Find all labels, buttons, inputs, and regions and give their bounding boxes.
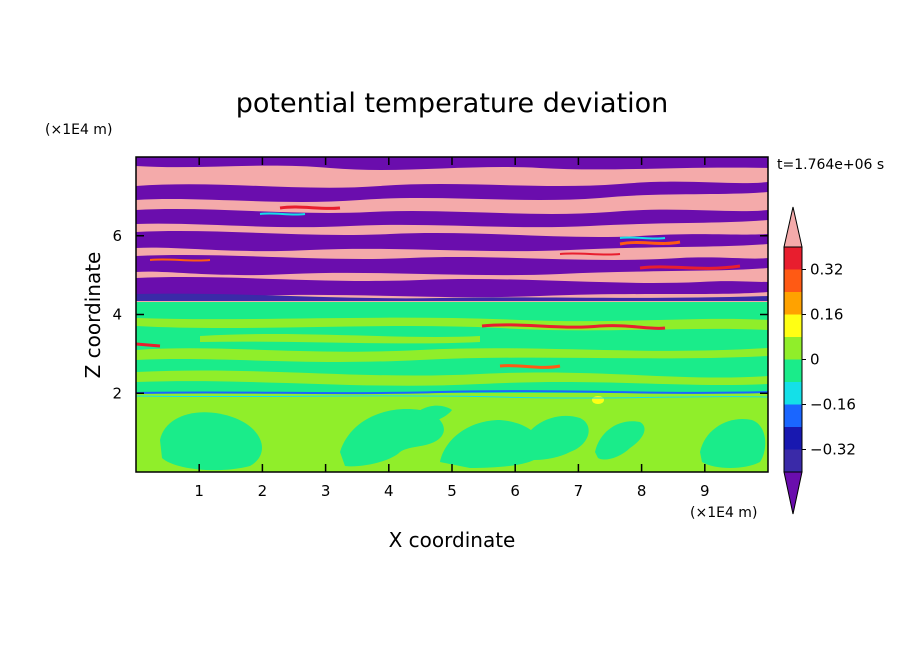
y-units-label: (×1E4 m)	[45, 122, 112, 138]
purple-band	[136, 293, 768, 301]
colorbar-extend-min	[783, 471, 803, 515]
x-tick-label: 2	[258, 482, 268, 500]
x-tick-label: 7	[574, 482, 584, 500]
eddy	[160, 412, 262, 471]
colorbar-bin	[784, 247, 802, 270]
y-axis-label: Z coordinate	[81, 252, 105, 379]
colorbar-tick-label: 0	[810, 351, 820, 369]
colorbar-bin	[784, 427, 802, 450]
blue-interface	[136, 390, 768, 395]
y-tick-label: 4	[112, 306, 122, 324]
eddy	[700, 418, 766, 468]
x-tick-label: 1	[194, 482, 204, 500]
purple-band	[136, 277, 768, 298]
x-tick-label: 8	[637, 482, 647, 500]
cyan-filament	[259, 212, 306, 216]
colorbar-tick-label: −0.16	[810, 396, 856, 414]
purple-band	[136, 255, 768, 276]
colorbar-bin	[784, 314, 802, 337]
x-tick-label: 6	[510, 482, 520, 500]
cyan-interface	[136, 395, 768, 399]
mid-stripe	[136, 348, 768, 362]
mid-stripe	[200, 334, 480, 344]
chart-title: potential temperature deviation	[236, 88, 668, 119]
colorbar-bin	[784, 292, 802, 315]
colorbar-bin	[784, 269, 802, 292]
x-units-label: (×1E4 m)	[690, 505, 757, 521]
eddy	[410, 405, 452, 426]
mid-stripe	[136, 370, 768, 386]
eddy	[440, 420, 542, 468]
heatmap-field	[136, 157, 768, 472]
colorbar-tick-label: 0.32	[810, 261, 843, 279]
x-tick-label: 3	[321, 482, 331, 500]
red-filament	[619, 240, 681, 246]
colorbar-bin	[784, 382, 802, 405]
y-tick-label: 2	[112, 384, 122, 402]
x-axis-label: X coordinate	[389, 528, 516, 552]
red-filament	[481, 323, 666, 330]
colorbar-bin	[784, 359, 802, 382]
upper-layer	[136, 157, 768, 302]
red-filament	[559, 252, 621, 256]
colorbar-extend-max	[783, 206, 803, 248]
purple-band	[136, 231, 768, 252]
purple-band	[136, 181, 768, 202]
red-filament	[136, 342, 161, 348]
time-label: t=1.764e+06 s	[777, 157, 884, 173]
colorbar-tick-label: 0.16	[810, 306, 843, 324]
x-tick-label: 4	[384, 482, 394, 500]
y-tick-label: 6	[112, 227, 122, 245]
x-ticks: 1 2 3 4 5 6 7 8 9	[194, 157, 710, 500]
red-filament	[279, 205, 341, 210]
colorbar-bin	[784, 404, 802, 427]
red-filament	[149, 258, 211, 262]
x-tick-label: 5	[447, 482, 457, 500]
colorbar-bin	[784, 337, 802, 360]
eddy	[520, 415, 589, 460]
x-tick-label: 9	[700, 482, 710, 500]
red-filament	[499, 364, 561, 369]
colorbar-bin	[784, 449, 802, 472]
y-ticks: 2 4 6	[112, 227, 768, 402]
cyan-filament	[619, 236, 666, 240]
colorbar: −0.32 −0.16 0 0.16 0.32	[783, 206, 856, 515]
mid-stripe	[136, 317, 768, 331]
eddy	[595, 421, 645, 460]
colorbar-tick-label: −0.32	[810, 441, 856, 459]
yellow-spot	[592, 396, 604, 404]
red-filament	[639, 264, 741, 270]
